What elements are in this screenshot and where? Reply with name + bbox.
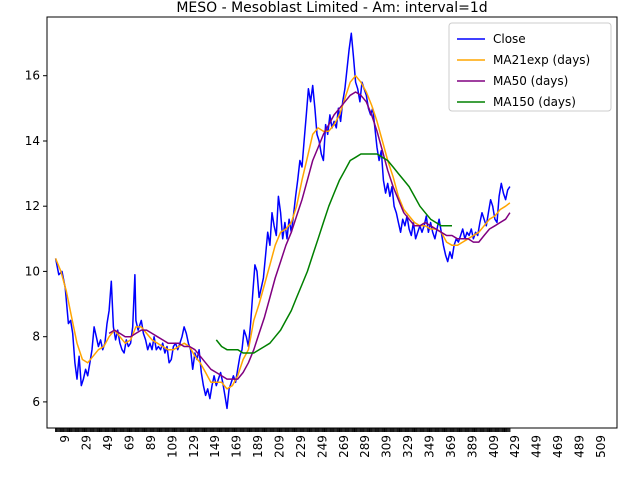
series-line-2 [108, 91, 511, 380]
x-tick-label: 209 [273, 435, 287, 458]
y-tick-label: 10 [25, 264, 40, 278]
x-tick-label: 189 [251, 435, 265, 458]
legend-label: MA21exp (days) [493, 53, 590, 67]
x-tick-label: 329 [401, 435, 415, 458]
x-tick-label: 29 [80, 435, 94, 450]
x-tick-label: 309 [380, 435, 394, 458]
x-tick-label: 49 [101, 435, 115, 450]
x-tick-label: 149 [208, 435, 222, 458]
x-tick-label: 9 [58, 435, 72, 443]
y-tick-label: 16 [25, 69, 40, 83]
y-tick-label: 14 [25, 134, 40, 148]
x-tick-label: 129 [187, 435, 201, 458]
x-tick-label: 289 [358, 435, 372, 458]
y-tick-label: 6 [32, 395, 40, 409]
y-tick-label: 8 [32, 330, 40, 344]
x-tick-label: 349 [423, 435, 437, 458]
series-line-3 [215, 153, 452, 354]
x-tick-label: 469 [551, 435, 565, 458]
y-tick-label: 12 [25, 199, 40, 213]
legend-label: MA150 (days) [493, 95, 576, 109]
x-tick-label: 89 [144, 435, 158, 450]
legend-label: MA50 (days) [493, 74, 568, 88]
plot-area [54, 32, 511, 410]
x-tick-label: 389 [465, 435, 479, 458]
x-tick-label: 169 [230, 435, 244, 458]
x-tick-label: 249 [315, 435, 329, 458]
axes: 9 29 49 69 89 109 129 149 169 189 209 229 249 269 289 3… [25, 69, 608, 458]
series-line-0 [54, 32, 511, 410]
chart-title: MESO - Mesoblast Limited - Am: interval=… [176, 0, 487, 16]
legend-box [448, 22, 612, 112]
x-tick-label: 369 [444, 435, 458, 458]
x-tick-label: 509 [594, 435, 608, 458]
x-tick-label: 109 [165, 435, 179, 458]
x-tick-label: 229 [294, 435, 308, 458]
x-tick-label: 269 [337, 435, 351, 458]
x-tick-label: 489 [573, 435, 587, 458]
legend: Close MA21exp (days) MA50 (days) MA150 (day… [448, 22, 612, 112]
x-tick-label: 409 [487, 435, 501, 458]
legend-label: Close [493, 32, 526, 46]
x-tick-label: 429 [508, 435, 522, 458]
x-tick-label: 69 [123, 435, 137, 450]
x-tick-label: 449 [530, 435, 544, 458]
